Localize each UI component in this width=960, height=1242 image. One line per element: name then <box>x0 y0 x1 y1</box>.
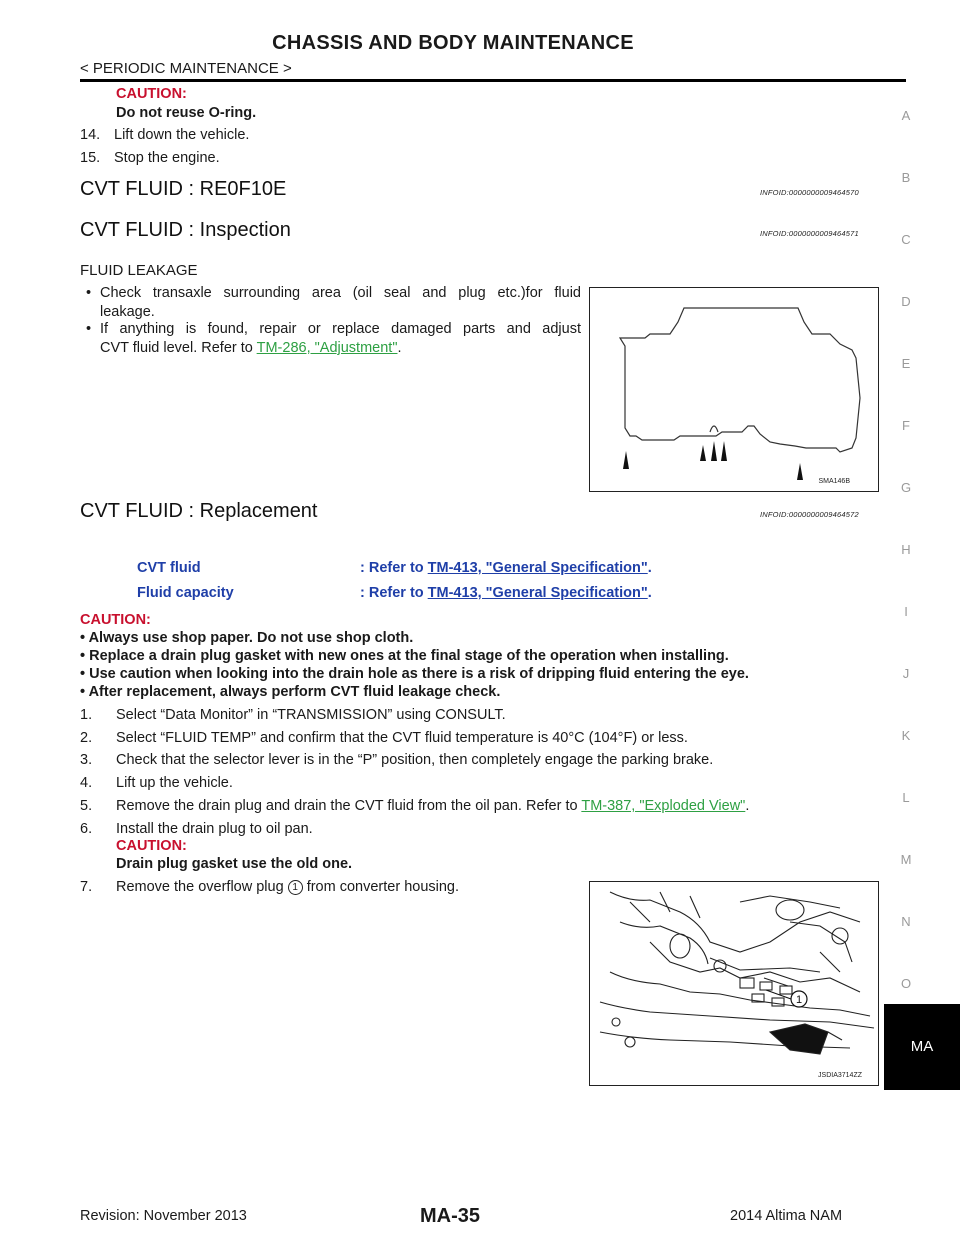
bullet-mark: • <box>86 321 92 337</box>
link-tm-387-exploded-view[interactable]: TM-387, "Exploded View" <box>581 798 746 814</box>
step-1: 1. Select “Data Monitor” in “TRANSMISSION… <box>80 707 506 723</box>
subheading-fluid-leakage: FLUID LEAKAGE <box>80 262 198 279</box>
caution-label: CAUTION: <box>116 86 187 102</box>
step-number: 2. <box>80 730 93 746</box>
header-rule <box>80 79 906 82</box>
bullet-mark: • <box>86 285 92 301</box>
step-4: 4. Lift up the vehicle. <box>80 775 233 791</box>
side-index-g[interactable]: G <box>900 480 912 495</box>
side-index-m[interactable]: M <box>900 852 912 867</box>
spec-row-fluid-capacity: Fluid capacity : Refer to TM-413, "Genera… <box>137 584 652 602</box>
figure-label: JSDIA3714ZZ <box>818 1072 862 1079</box>
side-index-k[interactable]: K <box>901 728 911 743</box>
figure-callout: 1 <box>796 994 802 1006</box>
side-index-i[interactable]: I <box>904 604 908 619</box>
info-id: INFOID:0000000009464570 <box>760 188 859 197</box>
side-tab-ma[interactable]: MA <box>884 1004 960 1090</box>
step-text: Select “FLUID TEMP” and confirm that the… <box>116 730 688 746</box>
link-tm-413-general-specification[interactable]: TM-413, "General Specification" <box>427 585 648 601</box>
side-index-o[interactable]: O <box>900 976 912 991</box>
side-index-b[interactable]: B <box>901 170 911 185</box>
fluid-drop <box>623 451 629 469</box>
figure-transaxle-leakage: SMA146B <box>589 287 879 492</box>
caution-text: Drain plug gasket use the old one. <box>116 856 353 872</box>
step-number: 15. <box>80 150 101 166</box>
caution-label: CAUTION: <box>80 612 151 628</box>
step-text: Select “Data Monitor” in “TRANSMISSION” … <box>116 707 506 723</box>
spec-value: : Refer to <box>360 560 428 576</box>
side-index-f[interactable]: F <box>902 418 910 433</box>
spec-value: . <box>647 560 652 576</box>
breadcrumb: < PERIODIC MAINTENANCE > <box>80 60 292 77</box>
spec-value: : Refer to <box>360 585 428 601</box>
section-heading-re0f10e: CVT FLUID : RE0F10E <box>80 178 287 200</box>
step-text: . <box>745 798 750 814</box>
side-index-h[interactable]: H <box>901 542 911 557</box>
bullet-check-transaxle: • Check transaxle surrounding area (oil … <box>86 285 581 320</box>
step-5: 5. Remove the drain plug and drain the CV… <box>80 798 749 814</box>
side-index-l[interactable]: L <box>902 790 910 805</box>
step-text: Stop the engine. <box>114 150 220 166</box>
section-heading-inspection: CVT FLUID : Inspection <box>80 219 291 241</box>
bullet-text: Check transaxle surrounding area (oil se… <box>100 285 581 301</box>
bullet-text: If anything is found, repair or replace … <box>100 321 581 337</box>
footer-model: 2014 Altima NAM <box>730 1208 843 1224</box>
bullet-text: leakage. <box>100 304 155 320</box>
caution-item: • Always use shop paper. Do not use shop… <box>80 630 414 646</box>
info-id: INFOID:0000000009464572 <box>760 510 859 519</box>
step-2: 2. Select “FLUID TEMP” and confirm that t… <box>80 730 688 746</box>
page-title: CHASSIS AND BODY MAINTENANCE <box>272 32 634 54</box>
step-15: 15. Stop the engine. <box>80 150 220 166</box>
step-text: from converter housing. <box>302 879 460 895</box>
step-14: 14. Lift down the vehicle. <box>80 127 249 143</box>
bullet-if-anything: • If anything is found, repair or replac… <box>86 321 581 356</box>
step-number: 1. <box>80 707 93 723</box>
step-number: 5. <box>80 798 93 814</box>
callout-marker: 1 <box>287 880 303 895</box>
info-id: INFOID:0000000009464571 <box>760 229 859 238</box>
spec-label: CVT fluid <box>137 560 201 576</box>
spec-label: Fluid capacity <box>137 585 234 601</box>
step-number: 3. <box>80 752 93 768</box>
step-number: 4. <box>80 775 93 791</box>
bullet-text: CVT fluid level. Refer to <box>100 340 257 356</box>
step-7: 7. Remove the overflow plug 1 from conver… <box>80 879 459 895</box>
caution-label: CAUTION: <box>116 838 187 854</box>
converter-housing-illustration: 1 <box>599 891 875 1055</box>
step-text: Install the drain plug to oil pan. <box>116 821 313 837</box>
link-tm-413-general-specification[interactable]: TM-413, "General Specification" <box>427 560 648 576</box>
footer-revision: Revision: November 2013 <box>80 1208 247 1224</box>
spec-row-cvt-fluid: CVT fluid : Refer to TM-413, "General Spe… <box>137 559 652 577</box>
side-index-j[interactable]: J <box>902 666 910 681</box>
step-text: Lift down the vehicle. <box>114 127 250 143</box>
side-index-c[interactable]: C <box>901 232 911 247</box>
step-3: 3. Check that the selector lever is in th… <box>80 752 713 768</box>
side-index-e[interactable]: E <box>901 356 911 371</box>
step-text: Lift up the vehicle. <box>116 775 233 791</box>
side-index-a[interactable]: A <box>901 108 911 123</box>
caution-item: • After replacement, always perform CVT … <box>80 684 501 700</box>
side-index-d[interactable]: D <box>901 294 911 309</box>
caution-text: Do not reuse O-ring. <box>116 105 257 121</box>
transaxle-illustration <box>618 307 861 480</box>
step-text: Remove the overflow plug <box>116 879 288 895</box>
figure-overflow-plug: 1 JSDIA3714ZZ <box>589 881 879 1086</box>
side-index-n[interactable]: N <box>901 914 911 929</box>
step-6: 6. Install the drain plug to oil pan. <box>80 821 313 837</box>
step-number: 14. <box>80 127 101 143</box>
page-number: MA-35 <box>420 1205 481 1227</box>
figure-label: SMA146B <box>818 478 850 485</box>
section-heading-replacement: CVT FLUID : Replacement <box>80 500 318 522</box>
step-number: 7. <box>80 879 93 895</box>
step-text: Check that the selector lever is in the … <box>116 752 714 768</box>
step-number: 6. <box>80 821 93 837</box>
caution-item: • Use caution when looking into the drai… <box>80 666 749 682</box>
spec-value: . <box>647 585 652 601</box>
step-text: Remove the drain plug and drain the CVT … <box>116 798 582 814</box>
caution-item: • Replace a drain plug gasket with new o… <box>80 648 729 664</box>
bullet-text: . <box>397 340 402 356</box>
link-tm-286-adjustment[interactable]: TM-286, "Adjustment" <box>256 340 398 356</box>
